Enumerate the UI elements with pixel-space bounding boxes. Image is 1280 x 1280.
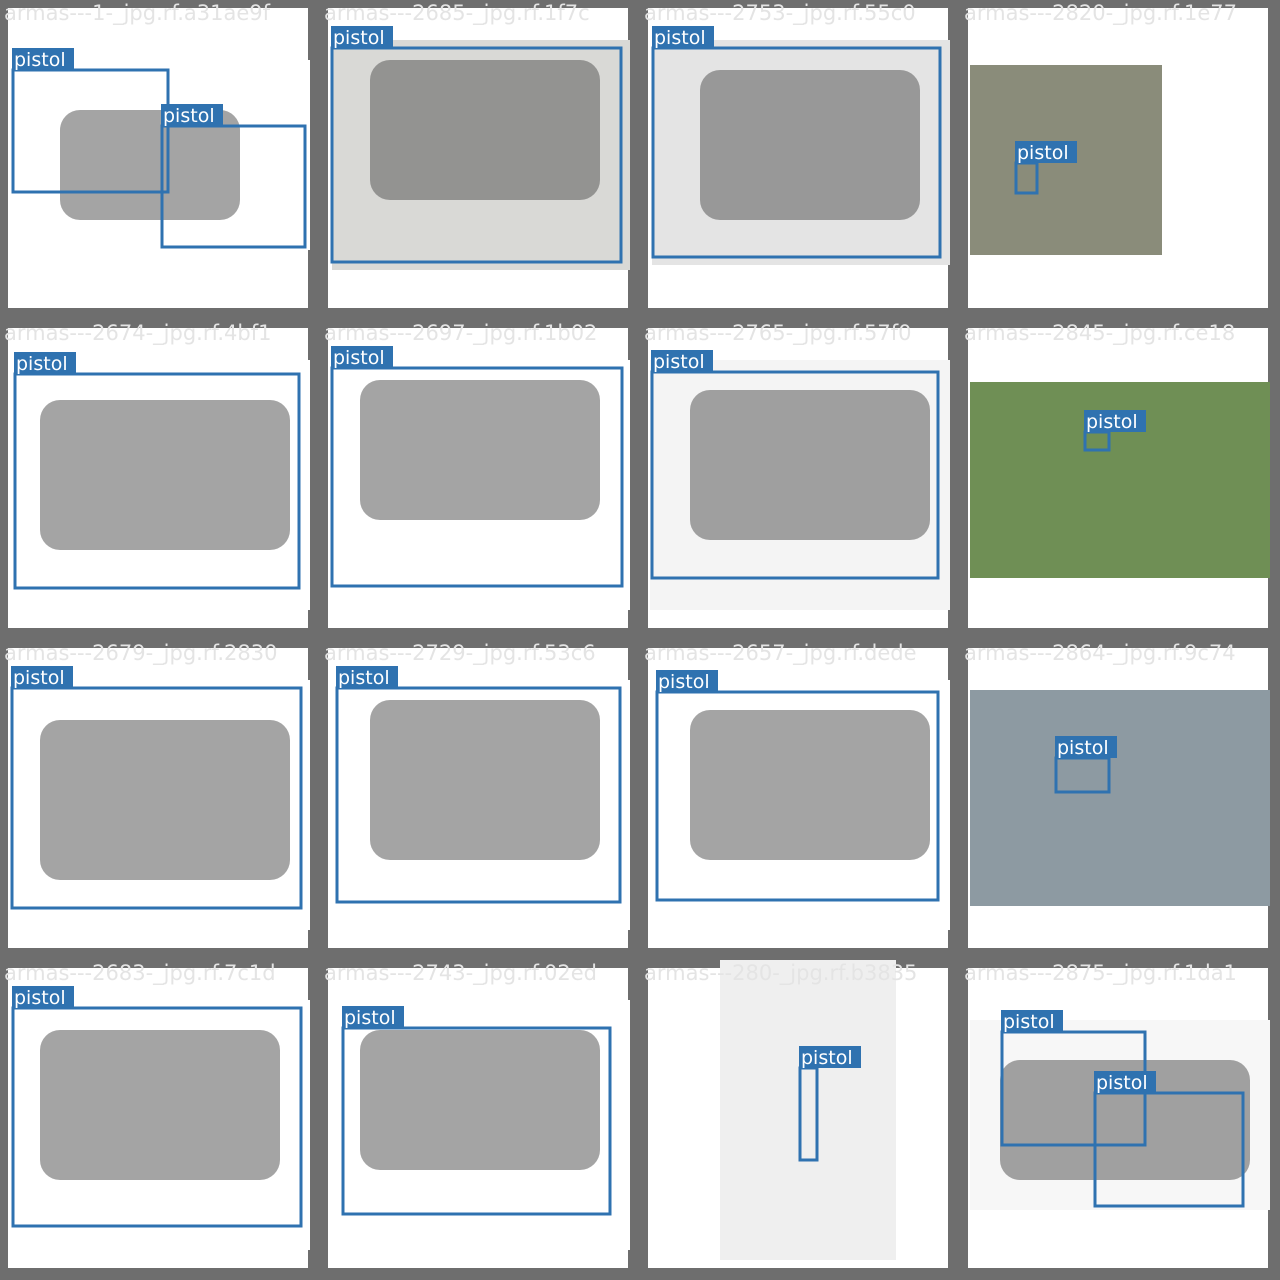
tile-title: armas---2683-_jpg.rf.7c1d [4, 961, 276, 986]
bounding-box [11, 68, 170, 194]
bounding-box [1093, 1091, 1245, 1208]
detection-label: pistol [1003, 1011, 1055, 1033]
detection-label: pistol [1086, 411, 1138, 433]
bounding-box [160, 124, 307, 249]
pistol-object [40, 720, 290, 880]
label-background [331, 26, 393, 48]
detection-label: pistol [338, 667, 390, 689]
pistol-object [360, 1030, 600, 1170]
tile-title: armas---2657-_jpg.rf.dede [644, 641, 917, 666]
label-background [651, 350, 713, 372]
label-background [1084, 410, 1146, 432]
label-background [652, 26, 714, 48]
label-background [331, 346, 393, 368]
bounding-box [330, 46, 623, 264]
detection-label: pistol [654, 27, 706, 49]
pistol-object [40, 400, 290, 550]
detection-label: pistol [333, 27, 385, 49]
detection-label: pistol [1057, 737, 1109, 759]
label-background [161, 104, 223, 126]
tile-title: armas---2743-_jpg.rf.02ed [324, 961, 597, 986]
tile-title: armas---2674-_jpg.rf.4bf1 [4, 321, 271, 346]
detection-label: pistol [801, 1047, 853, 1069]
label-background [14, 352, 76, 374]
label-background [799, 1046, 861, 1068]
tile-title: armas---2875-_jpg.rf.1da1 [964, 961, 1237, 986]
tile-title: armas---2864-_jpg.rf.9c74 [964, 641, 1236, 666]
bounding-box [650, 370, 940, 580]
detection-label: pistol [1096, 1072, 1148, 1094]
tile-title: armas---2820-_jpg.rf.1e77 [964, 1, 1237, 26]
tile-title: armas---2845-_jpg.rf.ce18 [964, 321, 1235, 346]
label-background [1094, 1071, 1156, 1093]
label-background [336, 666, 398, 688]
label-background [12, 986, 74, 1008]
label-background [1015, 141, 1077, 163]
pistol-object [700, 70, 920, 220]
detection-label: pistol [14, 49, 66, 71]
bounding-box [651, 46, 942, 259]
bounding-box [335, 686, 622, 904]
tile-title: armas---2765-_jpg.rf.57f0 [644, 321, 911, 346]
detection-label: pistol [333, 347, 385, 369]
detection-label: pistol [344, 1007, 396, 1029]
detection-label: pistol [653, 351, 705, 373]
bounding-box [655, 690, 940, 902]
tile-title: armas---1-_jpg.rf.a31ae9f [4, 1, 271, 26]
bounding-box [13, 372, 301, 590]
pistol-object [1000, 1060, 1250, 1180]
pistol-object [360, 380, 600, 520]
bounding-box [10, 686, 303, 910]
label-background [1055, 736, 1117, 758]
tile-title: armas---2679-_jpg.rf.2830 [4, 641, 277, 666]
tile-title: armas---280-_jpg.rf.b3835 [644, 961, 917, 986]
photo [720, 960, 896, 1260]
pistol-object [370, 700, 600, 860]
bounding-box [11, 1006, 303, 1228]
tile-title: armas---2729-_jpg.rf.53c6 [324, 641, 596, 666]
tile-title: armas---2753-_jpg.rf.55c0 [644, 1, 916, 26]
label-background [11, 666, 73, 688]
pistol-object [40, 1030, 280, 1180]
label-background [12, 48, 74, 70]
pistol-object [370, 60, 600, 200]
tile-title: armas---2685-_jpg.rf.1f7c [324, 1, 590, 26]
detection-label: pistol [16, 353, 68, 375]
label-background [656, 670, 718, 692]
detection-label: pistol [14, 987, 66, 1009]
photo [970, 690, 1270, 906]
pistol-object [690, 390, 930, 540]
bounding-box [341, 1026, 612, 1216]
detection-label: pistol [13, 667, 65, 689]
label-background [342, 1006, 404, 1028]
detection-label: pistol [1017, 142, 1069, 164]
bounding-box [330, 366, 624, 588]
detection-label: pistol [658, 671, 710, 693]
label-background [1001, 1010, 1063, 1032]
tile-title: armas---2697-_jpg.rf.1b02 [324, 321, 597, 346]
pistol-object [690, 710, 930, 860]
detection-label: pistol [163, 105, 215, 127]
